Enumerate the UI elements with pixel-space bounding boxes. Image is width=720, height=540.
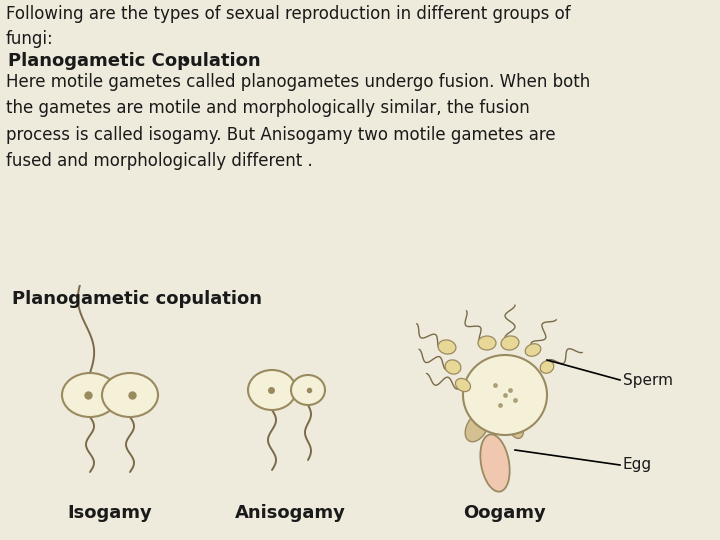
Ellipse shape: [480, 434, 510, 491]
Text: Sperm: Sperm: [623, 373, 673, 388]
Text: Anisogamy: Anisogamy: [235, 504, 346, 522]
Text: Egg: Egg: [623, 457, 652, 472]
Ellipse shape: [445, 360, 461, 374]
Ellipse shape: [102, 373, 158, 417]
Text: •: •: [175, 52, 192, 70]
Text: Planogametic Copulation: Planogametic Copulation: [8, 52, 261, 70]
Text: Following are the types of sexual reproduction in different groups of
fungi:: Following are the types of sexual reprod…: [6, 5, 571, 48]
Ellipse shape: [478, 336, 496, 350]
Ellipse shape: [248, 370, 296, 410]
Text: Here motile gametes called planogametes undergo fusion. When both
the gametes ar: Here motile gametes called planogametes …: [6, 73, 590, 170]
Ellipse shape: [438, 340, 456, 354]
Ellipse shape: [463, 355, 547, 435]
Text: Oogamy: Oogamy: [464, 504, 546, 522]
Ellipse shape: [501, 336, 519, 350]
Ellipse shape: [291, 375, 325, 405]
Ellipse shape: [506, 411, 523, 438]
Ellipse shape: [465, 412, 489, 442]
Text: Planogametic copulation: Planogametic copulation: [12, 290, 262, 308]
Ellipse shape: [525, 344, 541, 356]
Text: Isogamy: Isogamy: [68, 504, 153, 522]
Ellipse shape: [456, 379, 471, 392]
Ellipse shape: [62, 373, 118, 417]
Ellipse shape: [540, 361, 554, 373]
